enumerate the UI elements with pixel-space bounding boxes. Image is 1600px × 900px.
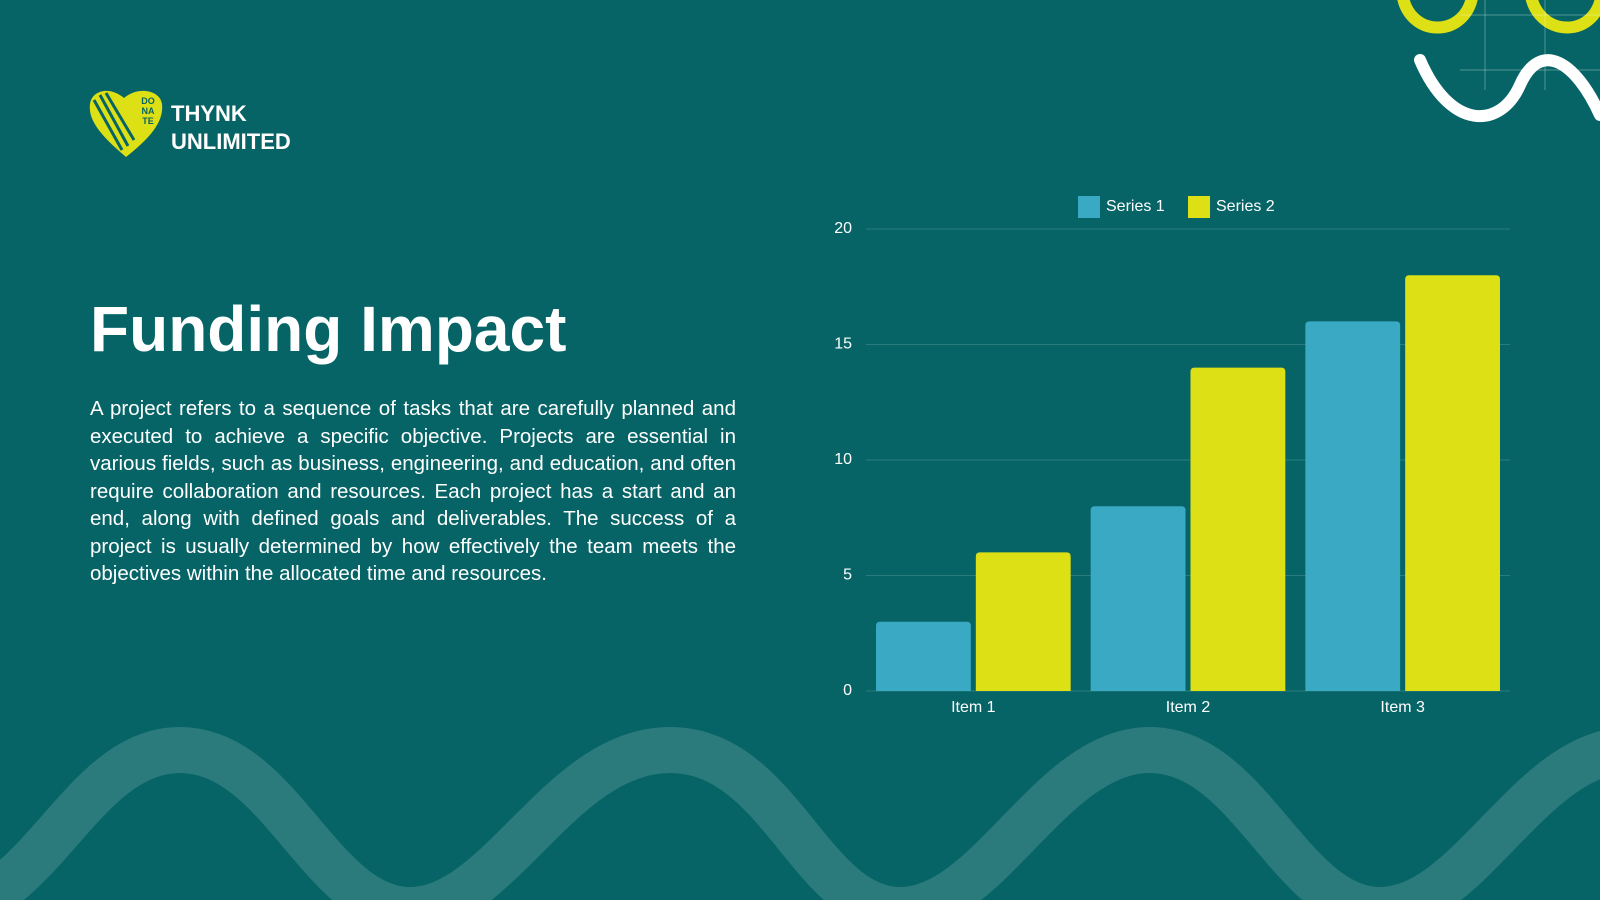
- y-tick-label: 0: [843, 682, 852, 699]
- title: Funding Impact: [90, 293, 567, 365]
- logo-heart: DO NA TE: [89, 90, 163, 157]
- bar: [1405, 275, 1500, 691]
- wave: [0, 726, 1600, 900]
- bar: [1090, 506, 1186, 691]
- logo-badge: DO: [141, 96, 155, 106]
- bar: [1305, 321, 1401, 691]
- bar: [876, 621, 971, 691]
- y-tick-label: 5: [843, 567, 852, 584]
- yellow-curve: [1397, 0, 1600, 34]
- logo-badge: NA: [142, 106, 155, 116]
- x-tick-label: Item 2: [1166, 699, 1211, 716]
- bar: [975, 552, 1071, 691]
- y-tick-label: 10: [834, 451, 852, 468]
- body-text: A project refers to a sequence of tasks …: [90, 397, 736, 585]
- x-tick-label: Item 3: [1380, 699, 1425, 716]
- legend-label: Series 2: [1216, 198, 1275, 215]
- logo-line: UNLIMITED: [171, 129, 291, 154]
- white-curve: [1414, 54, 1600, 123]
- y-tick-label: 15: [834, 336, 852, 353]
- x-tick-label: Item 1: [951, 699, 996, 716]
- logo-line: THYNK: [171, 101, 247, 126]
- legend-swatch: [1188, 196, 1210, 218]
- deco-grid: [1460, 0, 1600, 90]
- logo-text: THYNK UNLIMITED: [171, 100, 291, 156]
- y-tick-label: 20: [834, 220, 852, 237]
- bar: [1190, 367, 1286, 691]
- legend-label: Series 1: [1106, 198, 1165, 215]
- legend-swatch: [1078, 196, 1100, 218]
- logo-badge: TE: [142, 116, 154, 126]
